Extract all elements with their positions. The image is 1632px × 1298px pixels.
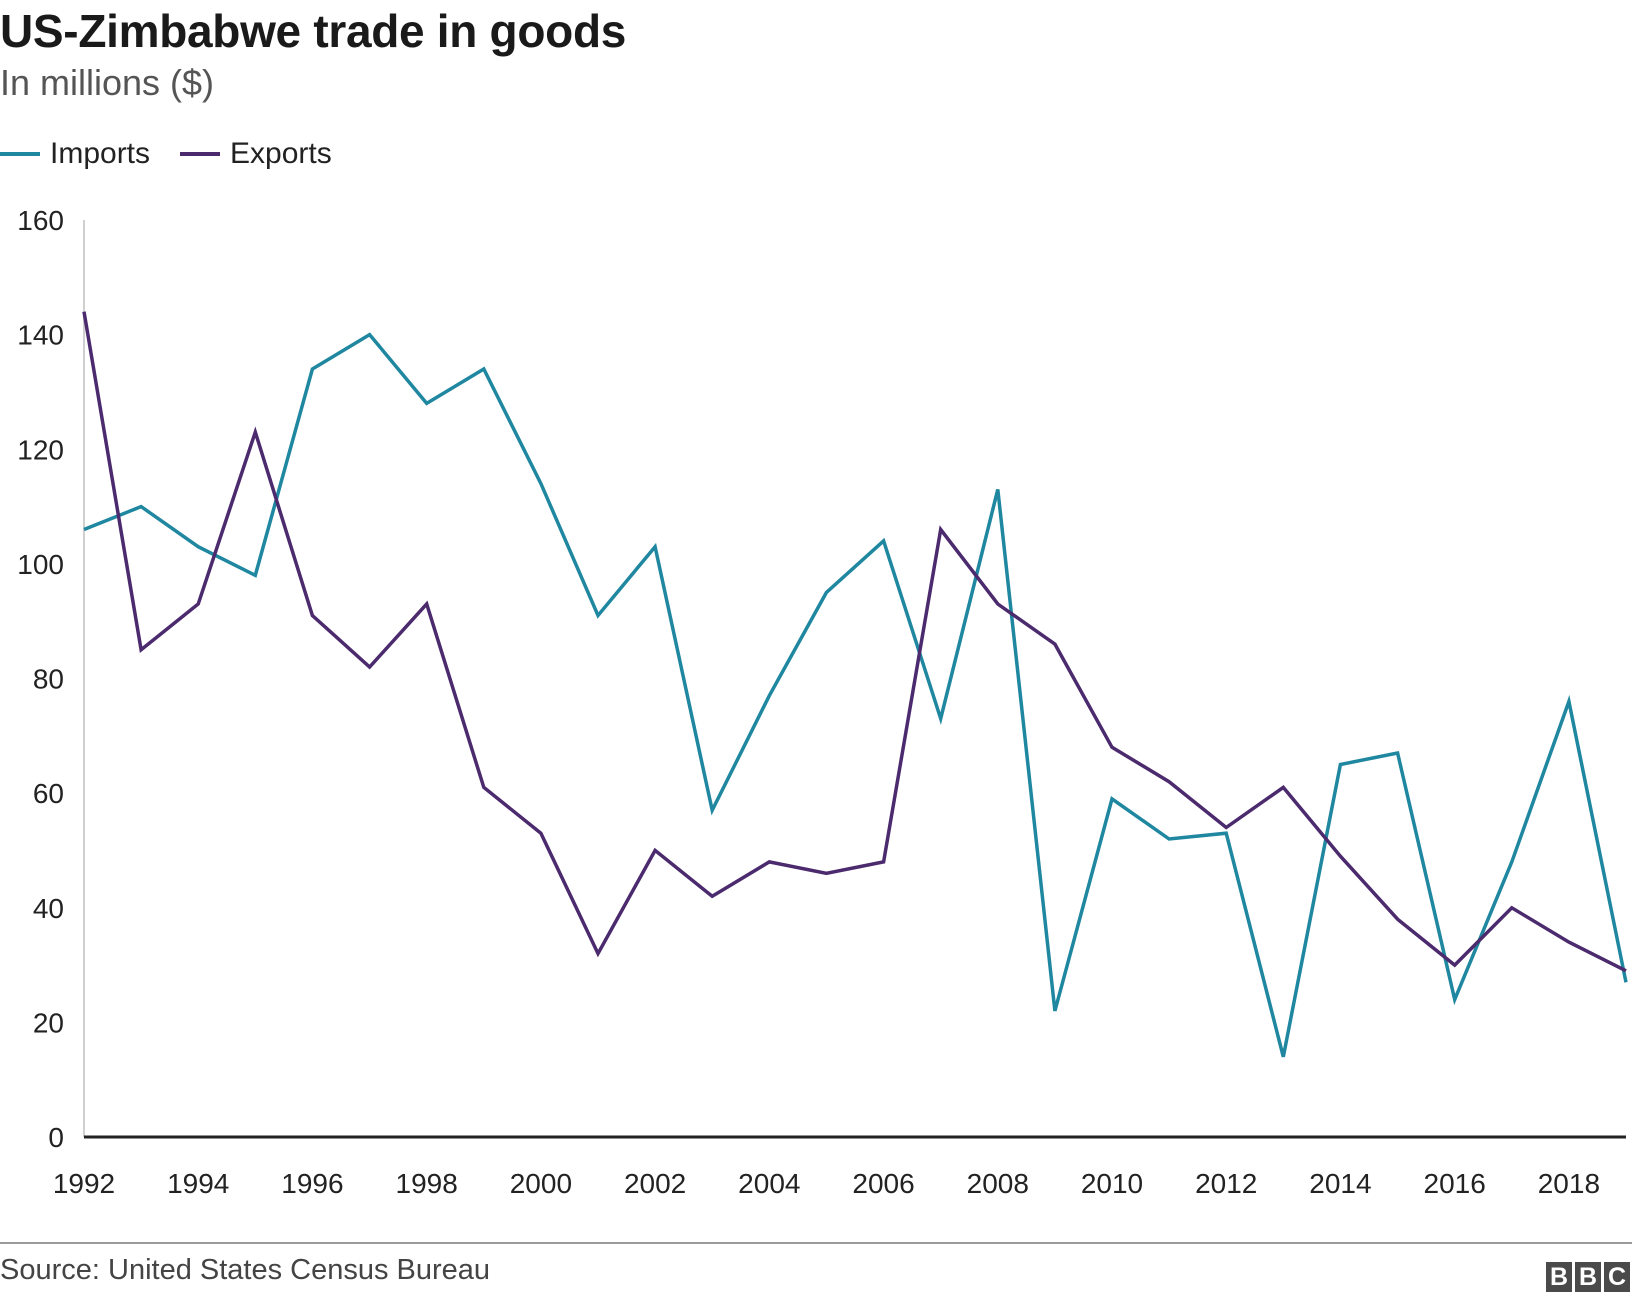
x-tick-label: 2016 <box>1424 1168 1486 1199</box>
exports-legend-swatch <box>180 152 221 156</box>
imports-series-line <box>83 332 1628 1058</box>
footer-divider <box>0 1242 1632 1244</box>
line-chart: 0 20 40 60 80 100 120 140 160 1992 1994 1996 1998 20… <box>17 205 1628 1199</box>
x-tick-label: 2010 <box>1081 1168 1143 1199</box>
legend-item-imports: Imports <box>0 137 150 171</box>
source-note: Source: United States Census Bureau <box>0 1254 491 1286</box>
exports-legend-label: Exports <box>230 137 332 170</box>
x-tick-label: 2012 <box>1195 1168 1257 1199</box>
x-tick-label: 2004 <box>738 1168 800 1199</box>
y-tick-label: 80 <box>33 664 64 695</box>
x-tick-label: 1996 <box>281 1168 343 1199</box>
imports-legend-label: Imports <box>50 137 151 170</box>
y-tick-label: 100 <box>17 549 64 580</box>
bbc-logo-letter-b1: B <box>1546 1262 1572 1292</box>
chart-subtitle: In millions ($) <box>0 62 215 103</box>
legend-item-exports: Exports <box>180 137 332 171</box>
y-tick-label: 40 <box>33 893 64 924</box>
chart-title: US-Zimbabwe trade in goods <box>0 5 627 57</box>
x-tick-label: 2000 <box>510 1168 572 1199</box>
x-tick-label: 2014 <box>1309 1168 1371 1199</box>
x-tick-label: 2006 <box>852 1168 914 1199</box>
x-tick-label: 2018 <box>1538 1168 1600 1199</box>
y-tick-label: 160 <box>17 205 64 236</box>
x-tick-label: 1994 <box>167 1168 229 1199</box>
y-tick-label: 20 <box>33 1007 64 1038</box>
x-tick-label: 2008 <box>967 1168 1029 1199</box>
y-tick-label: 0 <box>48 1122 64 1153</box>
bbc-logo-letter-c: C <box>1604 1262 1630 1292</box>
legend: Imports Exports <box>0 136 362 172</box>
y-tick-label: 120 <box>17 434 64 465</box>
exports-series-line <box>82 311 1627 973</box>
imports-legend-swatch <box>0 152 40 156</box>
bbc-logo-letter-b2: B <box>1575 1262 1601 1292</box>
y-tick-label: 60 <box>33 778 64 809</box>
bbc-logo: B B C <box>1543 1262 1630 1292</box>
y-tick-label: 140 <box>17 320 64 351</box>
x-tick-label: 1992 <box>53 1168 115 1199</box>
x-tick-label: 1998 <box>396 1168 458 1199</box>
y-axis-ticks: 0 20 40 60 80 100 120 140 160 <box>17 205 64 1153</box>
series-lines <box>82 311 1628 1058</box>
x-tick-label: 2002 <box>624 1168 686 1199</box>
x-axis-ticks: 1992 1994 1996 1998 2000 2002 2004 2006 2008 2010… <box>53 1168 1600 1199</box>
